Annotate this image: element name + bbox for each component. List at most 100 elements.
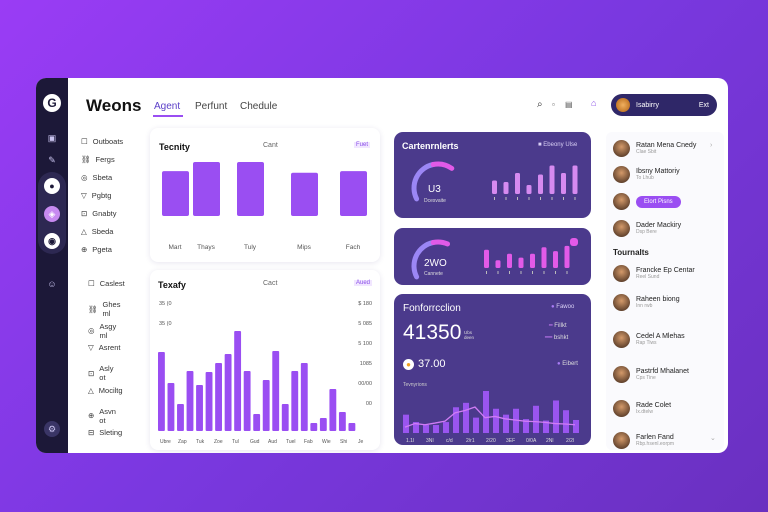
gauge-arc-level bbox=[430, 239, 451, 247]
nav-icon: ☐ bbox=[88, 279, 95, 288]
bar bbox=[443, 422, 449, 433]
mini-bar bbox=[541, 247, 547, 268]
avatar bbox=[613, 166, 630, 183]
nav-item[interactable]: ▽ Pgbtg bbox=[81, 191, 111, 200]
legend-3: ● Eibert bbox=[557, 361, 578, 367]
x-tick-label: Gud bbox=[250, 439, 260, 445]
nav-item[interactable]: ⛓ Ghes ml bbox=[88, 300, 120, 318]
shield-icon[interactable]: ◈ bbox=[44, 206, 60, 222]
tick bbox=[517, 197, 518, 200]
person-item[interactable]: Dader Mackiry Dsp Bere bbox=[613, 220, 681, 237]
person-item[interactable]: Ratan Mena Cnedy Clae Sbit bbox=[613, 140, 696, 157]
nav-item[interactable]: ⊕ Asvn ot bbox=[88, 407, 116, 425]
nav-item[interactable]: ▽ Asrent bbox=[88, 343, 120, 352]
user-name: Isabirry bbox=[636, 101, 659, 109]
nav-label: Sleting bbox=[99, 428, 123, 438]
person-sub: Clae Sbit bbox=[636, 149, 657, 155]
person-item[interactable]: Raheen biong Inn rwb bbox=[613, 294, 680, 311]
chat-icon[interactable]: ◉ bbox=[44, 233, 60, 249]
nav-item[interactable]: ⊕ Pgeta bbox=[81, 245, 112, 254]
customers-card: Cartenrnlerts ■ Ebeony Ulse U3 Dcesvaite bbox=[394, 132, 591, 218]
gauge bbox=[411, 161, 455, 202]
y-tick-label: 5 085 bbox=[358, 321, 372, 327]
tick bbox=[528, 197, 530, 200]
gauge-arc bbox=[411, 239, 436, 280]
person-item[interactable]: Francke Ep Centar Reel Sund bbox=[613, 265, 695, 282]
avatar bbox=[613, 265, 630, 282]
person-name: Francke Ep Centar bbox=[636, 267, 695, 274]
nav-item[interactable]: ☐ Caslest bbox=[88, 279, 125, 288]
mini-bar bbox=[495, 260, 501, 268]
tab-chedule[interactable]: Chedule bbox=[240, 101, 278, 112]
pin-icon[interactable]: ✎ bbox=[48, 154, 56, 165]
mini-bar bbox=[549, 165, 555, 194]
nav-item[interactable]: ⊡ Asly ot bbox=[88, 364, 113, 382]
chart-badge[interactable]: Aued bbox=[354, 280, 373, 286]
bell-icon[interactable]: ▫ bbox=[552, 100, 555, 109]
avatar bbox=[613, 331, 630, 348]
settings-icon[interactable]: ⚙ bbox=[44, 421, 60, 437]
person-item[interactable]: Cedel A Mlehas Rap Tiws bbox=[613, 331, 685, 348]
tick bbox=[532, 271, 533, 274]
tick bbox=[540, 197, 541, 200]
tab-perfunt[interactable]: Perfunt bbox=[195, 101, 228, 112]
emoji-icon[interactable]: ☺ bbox=[47, 279, 57, 289]
bar bbox=[193, 162, 220, 216]
person-sub: To Lhub bbox=[636, 175, 654, 181]
nav-item[interactable]: ⊟ Sleting bbox=[88, 428, 122, 437]
person-item[interactable]: Farlen Fand Rbp.hsenl.eorpm bbox=[613, 432, 674, 449]
lock-icon[interactable]: ⌂ bbox=[591, 98, 597, 108]
person-item[interactable]: Ibsny Mattoriy To Lhub bbox=[613, 166, 680, 183]
coin-value: 37.00 bbox=[418, 358, 446, 370]
nav-item[interactable]: ⛓ Fergs bbox=[81, 155, 115, 164]
mini-bar bbox=[507, 253, 512, 268]
person-sub: Dsp Bere bbox=[636, 229, 657, 235]
nav-icon: ⊕ bbox=[88, 411, 95, 421]
mini-bar bbox=[561, 173, 566, 194]
person-item[interactable]: Pastrfd Mhalanet Cps Tine bbox=[613, 366, 689, 383]
nav-item[interactable]: ☐ Outboats bbox=[81, 137, 123, 146]
x-tick-label: 0/0A bbox=[526, 438, 537, 444]
tab-agent[interactable]: Agent bbox=[154, 101, 181, 112]
bar bbox=[503, 414, 509, 433]
big-unit: Ubs deen bbox=[464, 330, 475, 340]
calendar-icon[interactable]: ▤ bbox=[565, 100, 573, 109]
bar bbox=[162, 171, 189, 216]
compass-icon[interactable]: ● bbox=[44, 178, 60, 194]
nav-icon: △ bbox=[81, 227, 87, 236]
nav-item[interactable]: ◎ Sbeta bbox=[81, 173, 112, 182]
chevron-down-icon[interactable]: ⌄ bbox=[710, 435, 716, 442]
bar bbox=[348, 423, 356, 431]
action-button[interactable]: Elort Pisns bbox=[636, 195, 681, 208]
person-item[interactable]: Rade Colet Ix.dtelw bbox=[613, 400, 671, 417]
nav-label: Outboats bbox=[92, 137, 124, 146]
tick bbox=[566, 271, 568, 274]
x-tick-label: Mips bbox=[297, 244, 311, 251]
user-action[interactable]: Ext bbox=[698, 101, 709, 109]
bar bbox=[338, 412, 346, 431]
bar bbox=[224, 354, 232, 431]
bar bbox=[533, 405, 539, 433]
nav-item[interactable]: ⊡ Gnabty bbox=[81, 209, 116, 218]
sub-label: Tevnyrions bbox=[403, 382, 427, 388]
bar bbox=[310, 423, 318, 431]
search-icon[interactable]: ⌕ bbox=[537, 99, 543, 110]
nav-label: Sbeta bbox=[92, 173, 113, 182]
nav-item[interactable]: ◎ Asgy ml bbox=[88, 322, 116, 340]
tick bbox=[555, 271, 556, 274]
nav-item[interactable]: △ Mociltg bbox=[88, 386, 123, 395]
chevron-right-icon[interactable]: › bbox=[710, 142, 713, 149]
nav-label: Gnabty bbox=[92, 209, 117, 218]
bar bbox=[205, 372, 213, 431]
x-tick-label: 2/20 bbox=[486, 438, 496, 444]
x-tick-label: Tuel bbox=[286, 439, 296, 445]
legend-line-1: ━ Fillkt bbox=[549, 323, 567, 329]
badge-icon[interactable] bbox=[570, 238, 578, 246]
tick bbox=[520, 271, 522, 274]
box-icon[interactable]: ▣ bbox=[47, 132, 57, 143]
bar bbox=[563, 410, 569, 433]
user-pill[interactable]: Isabirry Ext bbox=[611, 94, 717, 116]
chart-badge[interactable]: Fuet bbox=[354, 142, 371, 148]
person-item[interactable]: Elort Pisns bbox=[613, 193, 681, 210]
nav-item[interactable]: △ Sbeda bbox=[81, 227, 113, 236]
